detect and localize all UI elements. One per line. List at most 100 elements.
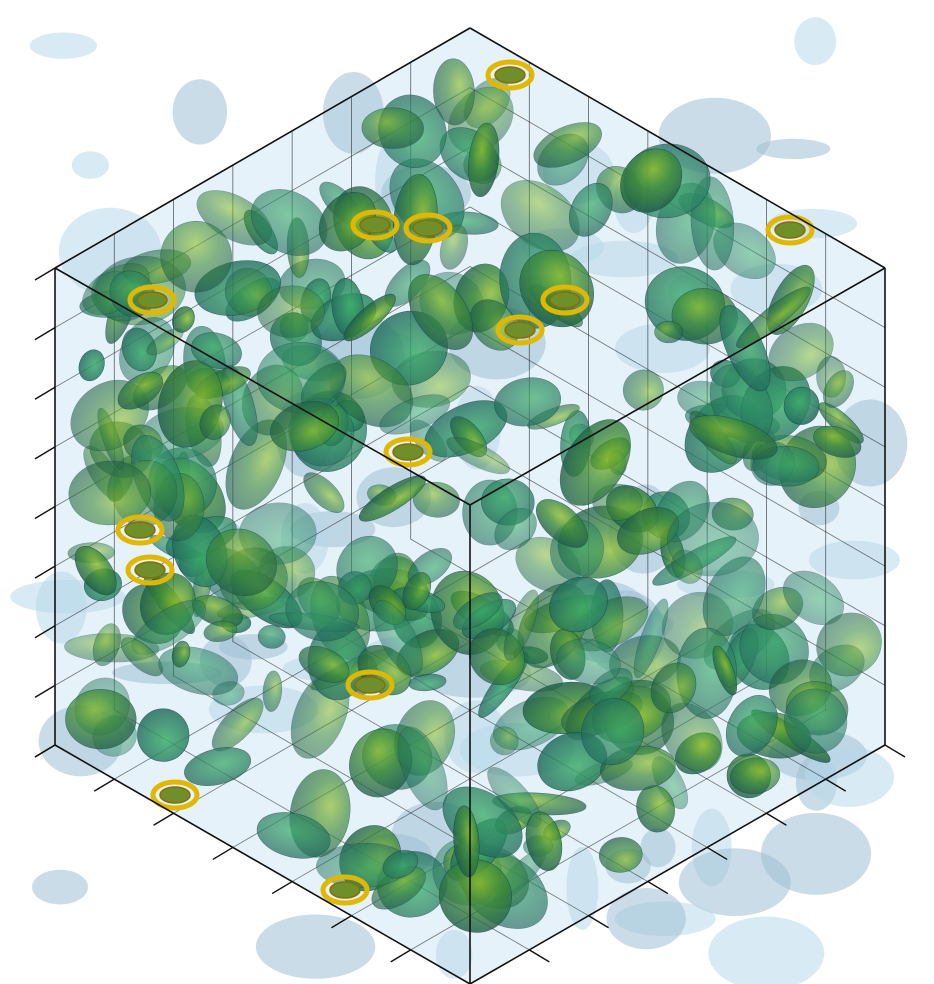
vortex-core-inner	[134, 561, 166, 579]
vortex-core	[125, 554, 175, 586]
tick-mark	[706, 846, 728, 861]
vortex-blob	[397, 726, 448, 811]
tick-mark	[153, 812, 174, 826]
wall-patch	[794, 17, 837, 66]
tick-mark	[93, 778, 115, 792]
vortex-blob	[823, 370, 854, 408]
tick-mark	[34, 744, 56, 758]
vortex-blob	[408, 274, 474, 350]
tick-mark	[390, 949, 412, 963]
vortex-core	[127, 284, 177, 316]
vortex-blob	[813, 425, 862, 458]
wall-patch	[29, 32, 98, 59]
vortex-core-inner	[774, 221, 806, 239]
grid-line	[469, 325, 886, 567]
vortex-blob	[160, 220, 232, 293]
vortex-blob	[137, 708, 190, 762]
vortex-core	[345, 669, 395, 701]
tick-mark	[34, 684, 56, 698]
wall-patch	[756, 138, 831, 160]
vortex-core-inner	[124, 521, 156, 539]
wall-patch	[172, 79, 228, 145]
vortex-blob	[453, 805, 480, 878]
vortex-blob	[494, 508, 537, 551]
vortex-core-inner	[329, 881, 361, 899]
vortex-blob	[453, 592, 503, 630]
wall-patch	[32, 869, 89, 905]
vortex-blob	[256, 812, 331, 859]
vortex-blob	[257, 285, 325, 338]
vortex-blob	[382, 850, 419, 879]
vortex-blob	[666, 502, 759, 577]
vortex-core	[383, 436, 433, 468]
vortex-core-inner	[504, 321, 536, 339]
wall-patch	[566, 846, 599, 930]
vortex-blob	[199, 404, 231, 440]
vortex-core-inner	[136, 291, 168, 309]
vortex-blob	[361, 107, 424, 149]
vortex-blob	[191, 332, 242, 370]
wall-patch	[708, 916, 825, 984]
vortex-blob	[446, 437, 510, 475]
tick-mark	[34, 446, 56, 460]
cube-edge	[469, 27, 886, 269]
vortex-blob	[298, 645, 350, 683]
vortex-core	[540, 284, 590, 316]
vortex-core	[350, 209, 400, 241]
vortex-blob	[92, 623, 121, 667]
vortex-blob	[117, 371, 164, 410]
wall-patch	[255, 914, 376, 979]
cube-edge	[54, 27, 471, 269]
vortex-blob	[620, 148, 683, 213]
vortex-blob	[650, 662, 697, 714]
vortex-blob	[581, 698, 645, 766]
tick-mark	[34, 267, 56, 281]
vortex-core-inner	[549, 291, 581, 309]
cube-edge	[469, 267, 886, 506]
vortex-blob	[257, 625, 286, 649]
vortex-blob	[568, 182, 613, 237]
vortex-blob	[270, 401, 339, 452]
tick-mark	[212, 846, 234, 861]
tick-mark	[884, 744, 906, 758]
vortex-blob	[689, 414, 778, 460]
vortex-blob	[712, 645, 738, 696]
tick-mark	[34, 565, 56, 579]
vortex-blob	[729, 757, 781, 795]
vortex-blob	[489, 726, 519, 756]
isosurfaces	[64, 58, 882, 933]
vortex-blob	[783, 386, 820, 425]
cube-edge	[54, 744, 471, 984]
vortex-core-inner	[354, 676, 386, 694]
vortex-blob	[373, 600, 423, 676]
vortex-blob	[285, 581, 360, 642]
vortex-core	[150, 779, 200, 811]
vortex-core-inner	[159, 786, 191, 804]
tick-mark	[34, 625, 56, 639]
vortex-blob	[184, 747, 251, 786]
vortex-blob	[343, 293, 396, 342]
vortex-blob	[494, 377, 562, 427]
wall-patch	[435, 929, 473, 979]
vortex-blob	[379, 394, 450, 435]
tick-mark	[331, 915, 352, 929]
cube-frame	[34, 27, 906, 984]
vortex-blob	[533, 122, 602, 168]
tick-mark	[34, 386, 56, 400]
vortex-core	[485, 59, 535, 91]
vortex-core	[115, 514, 165, 546]
vortex-blob	[65, 689, 137, 750]
vortex-core	[403, 212, 453, 244]
tick-mark	[647, 880, 669, 895]
vortex-blob	[433, 58, 475, 126]
wall-patch	[678, 848, 791, 917]
vortex-blob	[74, 546, 117, 596]
vortex-core-inner	[392, 443, 424, 461]
vortex-blob	[203, 620, 238, 642]
cube-edge	[54, 267, 471, 506]
tick-mark	[588, 915, 609, 929]
vortex-blob	[78, 349, 105, 382]
vortex-core	[320, 874, 370, 906]
